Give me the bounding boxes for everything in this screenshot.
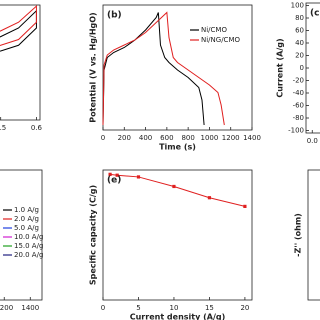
x-axis-label: Time (s) bbox=[159, 143, 196, 152]
panel-label: (c bbox=[310, 9, 319, 19]
y-tick-label: -20 bbox=[293, 77, 304, 85]
legend-label: Ni/CMO bbox=[201, 26, 227, 34]
data-point bbox=[207, 196, 212, 200]
y-axis-label: Specific capacity (C/g) bbox=[89, 185, 98, 285]
legend-label: 1.0 A/g bbox=[14, 206, 39, 214]
x-tick-label: 15 bbox=[205, 304, 214, 312]
x-tick-label: 1400 bbox=[243, 134, 261, 142]
x-tick-label: 400 bbox=[139, 134, 152, 142]
x-tick-label: 0.5 bbox=[0, 124, 6, 132]
x-tick-label: 10 bbox=[169, 304, 178, 312]
data-point bbox=[136, 175, 141, 179]
x-tick-label: 0 bbox=[101, 304, 105, 312]
data-line bbox=[0, 5, 37, 46]
y-tick-label: 0 bbox=[300, 64, 304, 72]
y-axis-label: -Z'' (ohm) bbox=[294, 213, 303, 257]
x-tick-label: 0.0 bbox=[307, 137, 318, 145]
y-tick-label: -60 bbox=[293, 102, 304, 110]
plot-frame bbox=[307, 169, 320, 301]
legend-label: 15.0 A/g bbox=[14, 242, 43, 250]
data-line bbox=[110, 173, 246, 207]
x-tick-label: 0 bbox=[101, 134, 105, 142]
plot-frame bbox=[0, 4, 41, 121]
x-tick-label: 1400 bbox=[21, 304, 39, 312]
data-point bbox=[243, 204, 247, 208]
plot-frame bbox=[102, 4, 253, 131]
data-line bbox=[0, 9, 37, 52]
legend-label: 2.0 A/g bbox=[14, 215, 39, 223]
x-axis-label: Current density (A/g) bbox=[130, 313, 226, 320]
data-point bbox=[115, 173, 119, 177]
y-axis-label: Current (A/g) bbox=[276, 38, 285, 97]
x-tick-label: 200 bbox=[118, 134, 131, 142]
legend-label: Ni/NG/CMO bbox=[201, 36, 240, 44]
x-tick-label: 1200 bbox=[222, 134, 240, 142]
data-line bbox=[102, 11, 225, 126]
x-tick-label: 0.6 bbox=[31, 124, 43, 132]
data-line bbox=[102, 12, 205, 126]
y-tick-label: 40 bbox=[295, 39, 304, 47]
x-tick-label: 1000 bbox=[201, 134, 219, 142]
plot-frame bbox=[102, 169, 253, 301]
legend-label: 5.0 A/g bbox=[14, 224, 39, 232]
y-tick-label: 100 bbox=[291, 2, 304, 10]
y-tick-label: -80 bbox=[293, 114, 304, 122]
panel-label: (b) bbox=[107, 11, 122, 21]
y-tick-label: -40 bbox=[293, 89, 304, 97]
legend-label: 10.0 A/g bbox=[14, 233, 43, 241]
plot-frame bbox=[0, 169, 43, 301]
y-tick-label: 20 bbox=[295, 52, 304, 60]
x-tick-label: 800 bbox=[181, 134, 194, 142]
data-point bbox=[108, 172, 112, 176]
y-tick-label: 80 bbox=[295, 14, 304, 22]
x-tick-label: 20 bbox=[240, 304, 249, 312]
panel-label: (e) bbox=[107, 176, 121, 186]
data-point bbox=[172, 184, 176, 189]
y-tick-label: -100 bbox=[288, 127, 304, 135]
y-tick-label: 60 bbox=[295, 27, 304, 35]
y-axis-label: Potential (V vs. Hg/HgO) bbox=[89, 12, 98, 122]
x-tick-label: 600 bbox=[160, 134, 173, 142]
x-tick-label: 5 bbox=[136, 304, 140, 312]
x-tick-label: 1200 bbox=[0, 304, 13, 312]
legend-label: 20.0 A/g bbox=[14, 251, 43, 259]
